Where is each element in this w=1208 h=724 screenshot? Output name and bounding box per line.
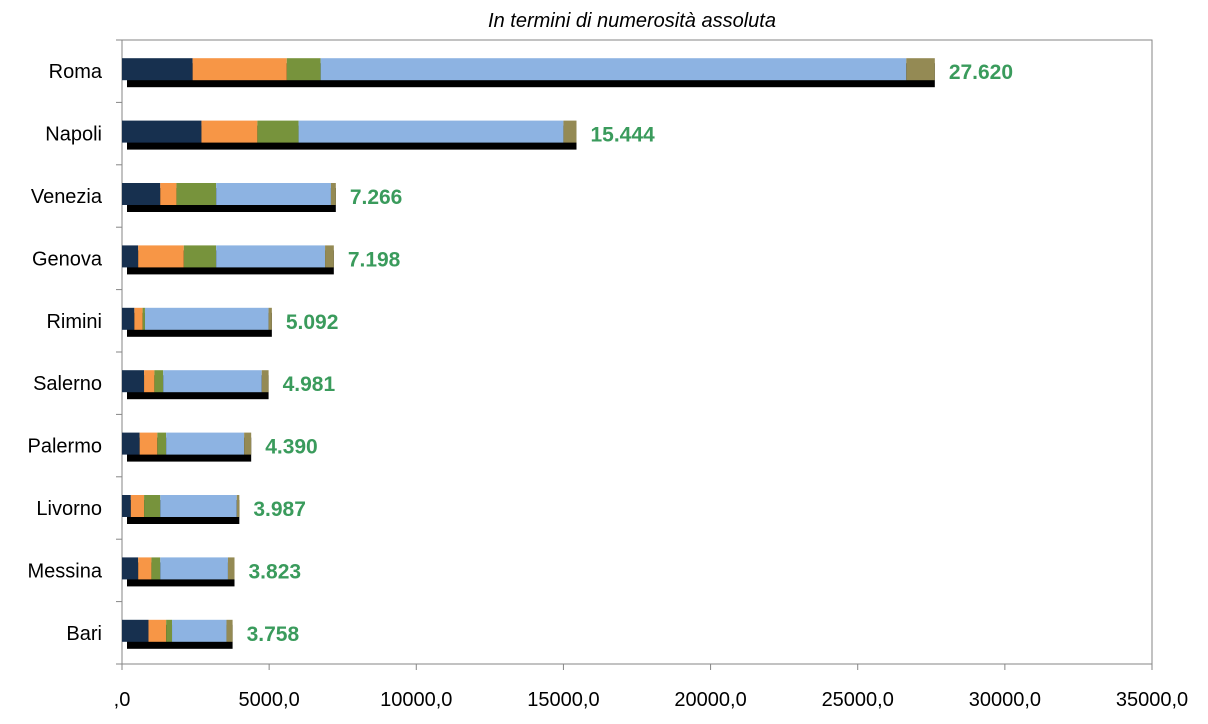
bar-segment <box>148 619 167 642</box>
x-tick-label: 30000,0 <box>969 689 1041 711</box>
total-value-label: 4.981 <box>283 373 336 396</box>
category-label: Rimini <box>46 311 102 333</box>
bar-segment <box>236 495 240 517</box>
bar-segment <box>163 370 262 393</box>
bar-segment <box>122 245 139 268</box>
plot-area: ,0 5000,0 10000,0 15000,0 20000,0 25000,0 3000… <box>28 39 1188 711</box>
bar-segment <box>320 58 907 81</box>
total-value-label: 4.390 <box>265 436 318 459</box>
bar-segment <box>227 557 235 580</box>
bar-segment <box>157 432 167 455</box>
total-value-label: 15.444 <box>590 124 655 147</box>
bar-segment <box>325 245 334 268</box>
category-label: Livorno <box>36 498 102 520</box>
bar-segment <box>138 245 184 268</box>
total-value-label: 7.198 <box>348 248 401 271</box>
bar-segment <box>268 307 272 330</box>
bar-segment <box>122 307 135 330</box>
bar-segment <box>261 370 269 393</box>
x-tick-label: 5000,0 <box>239 689 300 711</box>
category-label: Napoli <box>45 124 102 146</box>
x-tick-label: 25000,0 <box>822 689 894 711</box>
category-label: Roma <box>49 61 103 83</box>
bar-segment <box>144 307 269 330</box>
x-tick-label: ,0 <box>114 689 131 711</box>
category-label: Salerno <box>33 373 102 395</box>
bar-segment <box>122 432 140 455</box>
bar-segment <box>226 619 233 642</box>
bar-segment <box>130 495 145 517</box>
bar-segment <box>144 370 155 393</box>
x-tick-label: 35000,0 <box>1116 689 1188 711</box>
total-value-label: 3.758 <box>247 623 300 646</box>
bar-segment <box>122 557 139 580</box>
bar-segment <box>160 183 177 205</box>
bar-segment <box>154 370 164 393</box>
category-label: Messina <box>28 560 103 582</box>
bar-segment <box>330 183 336 205</box>
bar-segment <box>257 120 299 143</box>
category-label: Palermo <box>28 436 102 458</box>
bar-segment <box>138 557 152 580</box>
bar-segment <box>201 120 258 143</box>
bar-segment <box>192 58 287 81</box>
x-tick-label: 20000,0 <box>674 689 746 711</box>
bar-segment <box>176 183 217 205</box>
bar-segment <box>298 120 564 143</box>
x-tick-label: 15000,0 <box>527 689 599 711</box>
bar-segment <box>166 432 245 455</box>
bar-segment <box>142 307 145 330</box>
bar-segment <box>906 58 935 81</box>
total-value-label: 27.620 <box>949 61 1013 84</box>
bar-segment <box>166 619 173 642</box>
bar-segment <box>139 432 158 455</box>
bar-segment <box>183 245 217 268</box>
category-label: Bari <box>66 623 102 645</box>
category-label: Genova <box>32 248 103 270</box>
bar-segment <box>160 557 228 580</box>
total-value-label: 7.266 <box>350 186 403 209</box>
bar-segment <box>244 432 252 455</box>
bar-segment <box>122 370 145 393</box>
total-value-label: 5.092 <box>286 311 339 334</box>
bar-segment <box>286 58 321 81</box>
total-value-label: 3.987 <box>253 498 306 521</box>
bar-segment <box>144 495 161 517</box>
bar-segment <box>151 557 161 580</box>
bar-segment <box>122 58 193 81</box>
bar-segment <box>122 120 202 143</box>
bar-segment <box>160 495 237 517</box>
x-tick-label: 10000,0 <box>380 689 452 711</box>
total-value-label: 3.823 <box>249 560 302 583</box>
bar-segment <box>563 120 577 143</box>
category-label: Venezia <box>31 186 103 208</box>
bar-segment <box>216 183 331 205</box>
bar-segment <box>216 245 326 268</box>
bar-segment <box>122 183 161 205</box>
bar-segment <box>172 619 227 642</box>
chart-title: In termini di numerosità assoluta <box>488 10 776 32</box>
bar-segment <box>122 495 131 517</box>
bar-segment <box>122 619 149 642</box>
bar-segment <box>134 307 143 330</box>
